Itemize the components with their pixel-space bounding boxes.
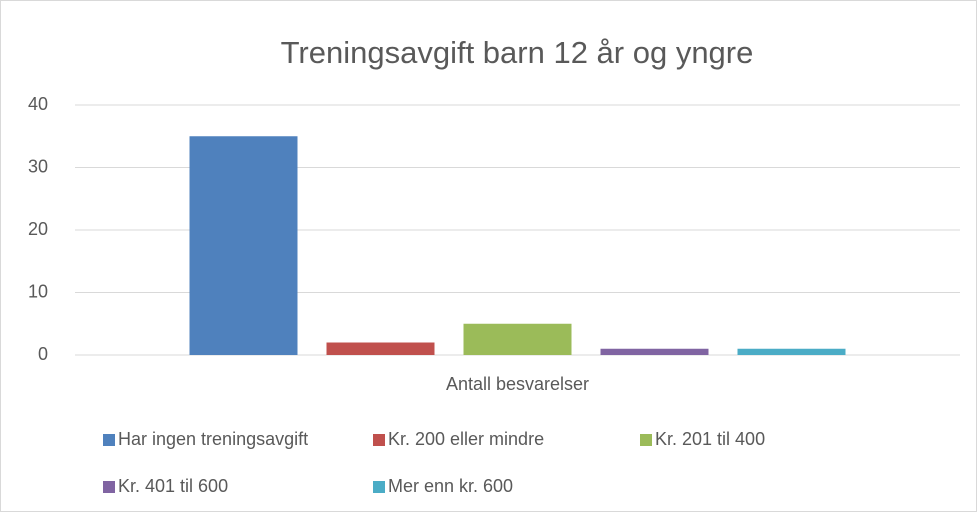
- legend-swatch: [640, 434, 652, 446]
- y-tick-label: 0: [38, 344, 48, 364]
- y-tick-label: 30: [28, 156, 48, 176]
- x-tick-label: Antall besvarelser: [446, 374, 589, 394]
- bar: [737, 348, 846, 355]
- legend-label: Mer enn kr. 600: [388, 476, 513, 496]
- legend-swatch: [373, 481, 385, 493]
- legend-swatch: [103, 434, 115, 446]
- chart-title: Treningsavgift barn 12 år og yngre: [281, 35, 754, 70]
- legend-label: Har ingen treningsavgift: [118, 429, 308, 449]
- y-tick-label: 20: [28, 219, 48, 239]
- legend-swatch: [373, 434, 385, 446]
- legend-label: Kr. 201 til 400: [655, 429, 765, 449]
- bar: [326, 342, 435, 355]
- bar: [463, 323, 572, 355]
- y-tick-label: 10: [28, 281, 48, 301]
- y-tick-label: 40: [28, 94, 48, 114]
- legend-label: Kr. 200 eller mindre: [388, 429, 544, 449]
- bar: [189, 136, 298, 355]
- bar: [600, 348, 709, 355]
- legend-label: Kr. 401 til 600: [118, 476, 228, 496]
- legend-swatch: [103, 481, 115, 493]
